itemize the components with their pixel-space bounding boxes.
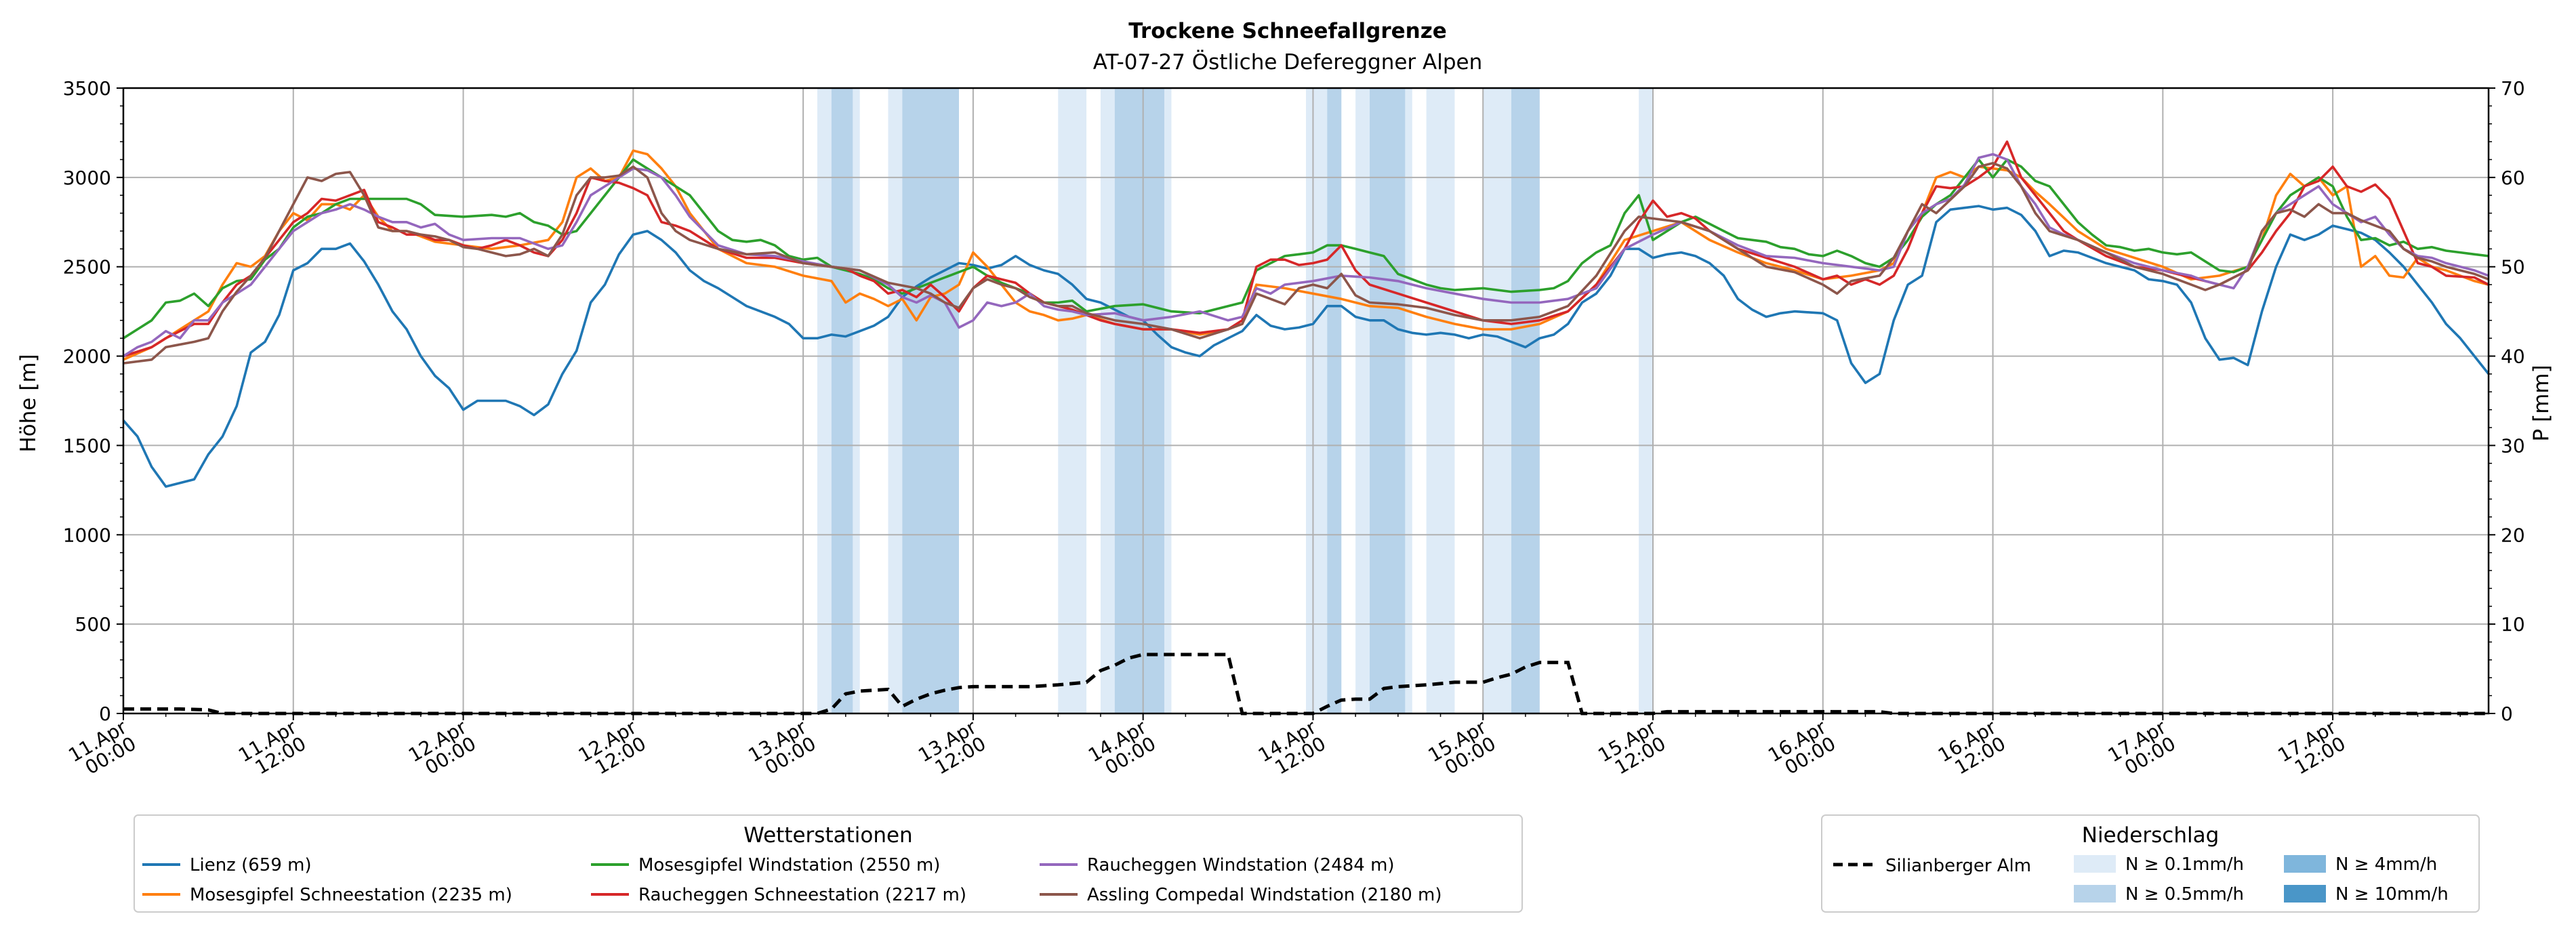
legend-stations-entries: Lienz (659 m) Mosesgipfel Schneestation (…	[142, 855, 1442, 905]
legend-band-swatch	[2284, 855, 2326, 873]
chart-title: Trockene Schneefallgrenze	[1128, 19, 1447, 43]
legend-label: Mosesgipfel Windstation (2550 m)	[638, 855, 940, 875]
legend-band-label: N ≥ 4mm/h	[2335, 854, 2437, 875]
legend-band-swatch	[2074, 885, 2116, 903]
y-tick-label: 2000	[63, 346, 111, 368]
legend-band-swatch	[2284, 885, 2326, 903]
legend-precip: Niederschlag Silianberger Alm N ≥ 0.1mm/…	[1821, 814, 2480, 913]
series-line	[123, 140, 2489, 358]
precip-band	[902, 88, 959, 713]
series-line	[122, 205, 2490, 488]
y-tick-label: 1000	[63, 524, 111, 546]
y-tick-label: 0	[99, 703, 111, 725]
y2-tick-label: 60	[2501, 167, 2525, 189]
legend-band-label: N ≥ 10mm/h	[2335, 884, 2449, 905]
y-axis-label: Höhe [m]	[16, 354, 41, 452]
precip-band	[1058, 88, 1087, 713]
legend-stations-title: Wetterstationen	[743, 823, 912, 848]
legend-label: Assling Compedal Windstation (2180 m)	[1087, 885, 1442, 905]
y2-tick-label: 70	[2501, 77, 2525, 100]
y-tick-label: 3000	[63, 167, 111, 189]
y-axis-right-label: P [mm]	[2529, 365, 2554, 441]
series-layer	[122, 140, 2490, 488]
legend-precip-title: Niederschlag	[2082, 823, 2220, 848]
legend-band-label: N ≥ 0.5mm/h	[2125, 884, 2244, 905]
y-tick-label: 500	[75, 613, 111, 636]
precip-band	[1114, 88, 1165, 713]
legend-label: Raucheggen Windstation (2484 m)	[1087, 855, 1395, 875]
legend-stations-frame	[134, 814, 1523, 913]
y2-tick-label: 30	[2501, 434, 2525, 457]
series-line	[123, 162, 2489, 365]
legend-precip-bands: N ≥ 0.1mm/h N ≥ 0.5mm/h N ≥ 4mm/h N ≥ 10mm/…	[2074, 854, 2449, 905]
legend-label: Lienz (659 m)	[190, 855, 312, 875]
legend-stations: Wetterstationen Lienz (659 m) Mosesgipfel…	[134, 814, 1523, 913]
legend-precip-line-label: Silianberger Alm	[1885, 856, 2031, 876]
y2-tick-label: 20	[2501, 524, 2525, 546]
y-tick-label: 2500	[63, 256, 111, 278]
y2-tick-label: 50	[2501, 256, 2525, 278]
precip-band	[1639, 88, 1654, 713]
y-tick-label: 1500	[63, 434, 111, 457]
y-tick-label: 3500	[63, 77, 111, 100]
precip-bands-layer	[817, 88, 1654, 713]
precip-band	[1327, 88, 1342, 713]
plot-frame	[122, 87, 2490, 715]
legend-band-label: N ≥ 0.1mm/h	[2125, 854, 2244, 875]
y2-tick-label: 40	[2501, 346, 2525, 368]
series-line	[123, 158, 2489, 339]
precip-band	[1511, 88, 1540, 713]
legend-label: Mosesgipfel Schneestation (2235 m)	[190, 885, 512, 905]
legend-label: Raucheggen Schneestation (2217 m)	[638, 885, 966, 905]
precip-band	[831, 88, 853, 713]
y2-tick-label: 0	[2501, 703, 2513, 725]
series-line	[123, 152, 2489, 358]
precip-band	[1370, 88, 1406, 713]
precip-band	[1426, 88, 1455, 713]
y2-tick-label: 10	[2501, 613, 2525, 636]
legend-band-swatch	[2074, 855, 2116, 873]
chart-subtitle: AT-07-27 Östliche Defereggner Alpen	[1093, 49, 1483, 75]
